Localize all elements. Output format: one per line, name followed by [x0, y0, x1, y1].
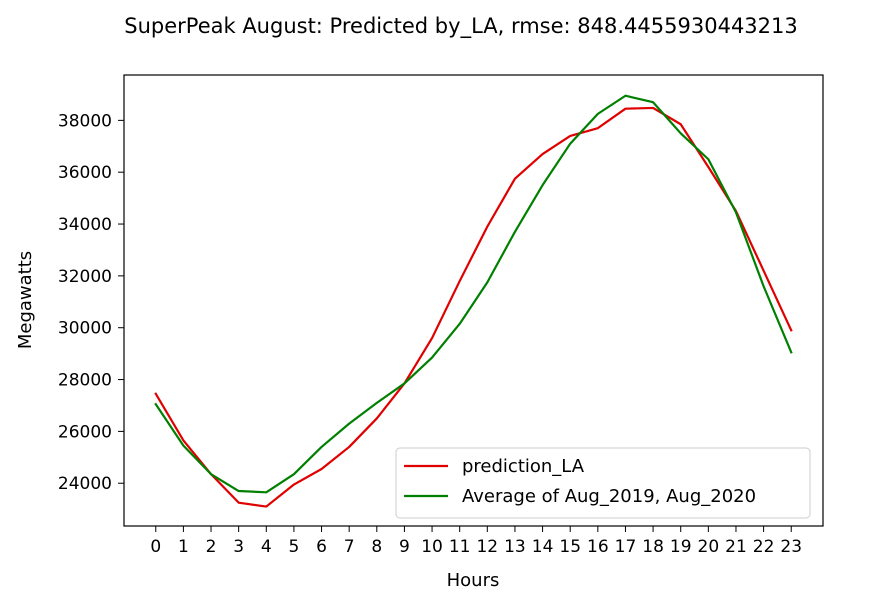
x-axis-label: Hours — [447, 570, 500, 591]
x-tick-label: 4 — [261, 537, 272, 557]
x-tick-label: 13 — [504, 537, 526, 557]
plot-area — [123, 74, 824, 527]
series-lines — [154, 94, 793, 508]
x-tick-label: 0 — [150, 537, 161, 557]
y-axis-label: Megawatts — [15, 251, 36, 349]
x-tick-label: 22 — [753, 537, 775, 557]
x-tick-label: 6 — [316, 537, 327, 557]
x-tick-label: 15 — [559, 537, 581, 557]
x-tick-label: 2 — [206, 537, 217, 557]
y-tick-label: 38000 — [58, 111, 112, 131]
x-tick-label: 5 — [289, 537, 300, 557]
y-axis: 24000 26000 28000 30000 32000 34000 36000 38000 — [58, 111, 124, 494]
x-tick-label: 16 — [587, 537, 609, 557]
x-tick-label: 18 — [642, 537, 664, 557]
x-tick-label: 8 — [371, 537, 382, 557]
x-tick-label: 10 — [421, 537, 443, 557]
legend: prediction_LA Average of Aug_2019, Aug_2… — [395, 447, 811, 519]
plot-frame — [123, 74, 824, 527]
legend-label-prediction-la: prediction_LA — [462, 456, 585, 477]
y-tick-label: 28000 — [58, 371, 112, 391]
x-tick-label: 7 — [344, 537, 355, 557]
x-tick-label: 1 — [178, 537, 189, 557]
y-tick-label: 32000 — [58, 267, 112, 287]
y-tick-label: 24000 — [58, 474, 112, 494]
x-tick-label: 23 — [780, 537, 802, 557]
x-tick-label: 19 — [670, 537, 692, 557]
x-tick-label: 9 — [399, 537, 410, 557]
legend-label-average: Average of Aug_2019, Aug_2020 — [462, 486, 756, 507]
chart-title: SuperPeak August: Predicted by_LA, rmse:… — [124, 14, 798, 39]
legend-box — [395, 447, 811, 519]
x-tick-label: 20 — [698, 537, 720, 557]
x-axis: 0 1 2 3 4 5 6 7 8 9 10 11 12 13 14 15 16 17 18 19 20 21 22 23 — [150, 526, 802, 557]
y-tick-label: 36000 — [58, 163, 112, 183]
x-tick-label: 17 — [615, 537, 637, 557]
x-tick-label: 14 — [532, 537, 554, 557]
y-tick-label: 30000 — [58, 319, 112, 339]
y-tick-label: 26000 — [58, 422, 112, 442]
x-tick-label: 3 — [233, 537, 244, 557]
series-line-1 — [154, 94, 793, 494]
x-tick-label: 11 — [449, 537, 471, 557]
y-tick-label: 34000 — [58, 215, 112, 235]
series-line-0 — [154, 106, 793, 508]
x-tick-label: 21 — [725, 537, 747, 557]
x-tick-label: 12 — [476, 537, 498, 557]
